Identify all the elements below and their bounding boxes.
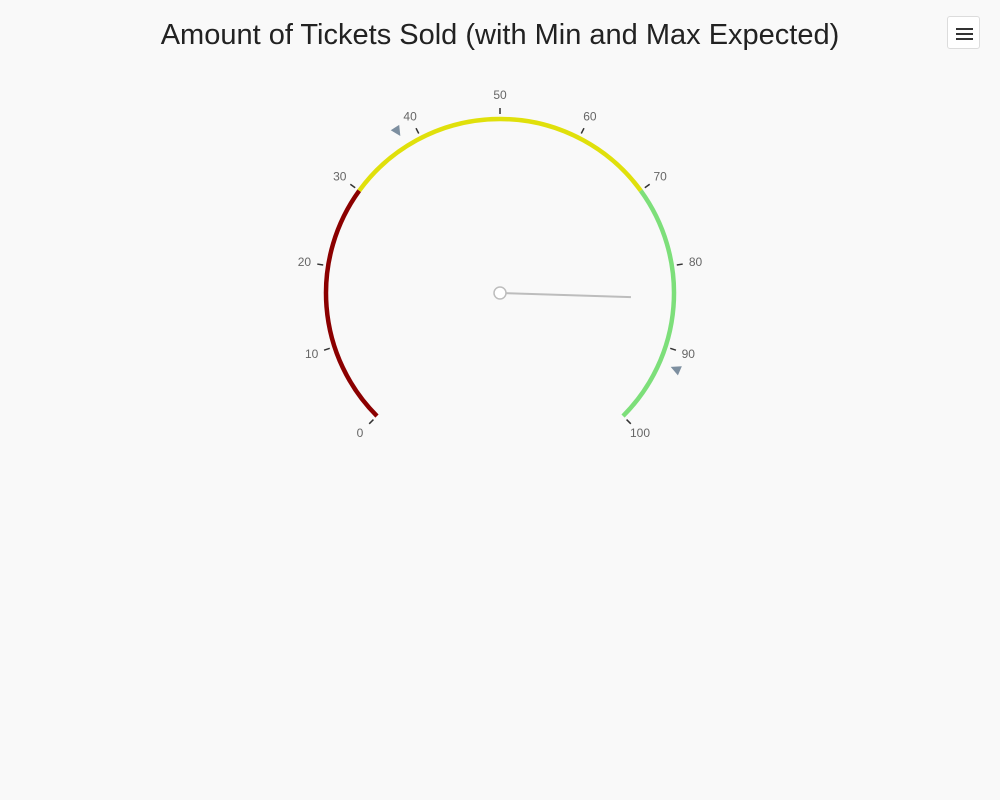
gauge-tick-label: 70 (654, 170, 668, 184)
gauge-needle (493, 286, 631, 300)
gauge-tick (676, 263, 683, 266)
gauge-tick (323, 347, 330, 351)
gauge-bands (323, 116, 677, 418)
gauge-ticks (317, 108, 683, 425)
gauge-tick-label: 100 (630, 426, 650, 440)
gauge-tick (580, 127, 585, 134)
gauge-tick-label: 60 (583, 110, 597, 124)
chart-title: Amount of Tickets Sold (with Min and Max… (160, 19, 840, 51)
gauge-tick (644, 183, 651, 189)
max-expected-marker (670, 366, 682, 376)
gauge-needle-line (499, 292, 631, 299)
gauge-tick-label: 80 (689, 255, 703, 269)
min-expected-marker (390, 124, 401, 136)
gauge-tick (670, 347, 677, 351)
gauge-tick-label: 20 (298, 255, 312, 269)
gauge-band-2 (621, 189, 677, 418)
gauge-tick (415, 127, 420, 134)
gauge-tick (349, 183, 356, 189)
gauge-tick-label: 50 (493, 88, 507, 102)
gauge-pivot (493, 286, 507, 300)
gauge-tick-label: 10 (305, 347, 319, 361)
gauge-tick (626, 419, 632, 425)
gauge-tick-label: 40 (403, 110, 417, 124)
gauge-tick (317, 263, 324, 266)
gauge-tick-label: 30 (333, 170, 347, 184)
gauge-tick-label: 90 (682, 347, 696, 361)
gauge-tick-label: 0 (357, 426, 364, 440)
gauge-band-1 (357, 116, 643, 193)
hamburger-menu-icon[interactable] (947, 16, 980, 49)
gauge-tick-labels: 0 10 20 30 40 50 60 70 80 90 100 (298, 88, 703, 440)
gauge-band-0 (323, 189, 379, 418)
gauge-tick (368, 419, 374, 425)
gauge-markers (390, 124, 682, 376)
